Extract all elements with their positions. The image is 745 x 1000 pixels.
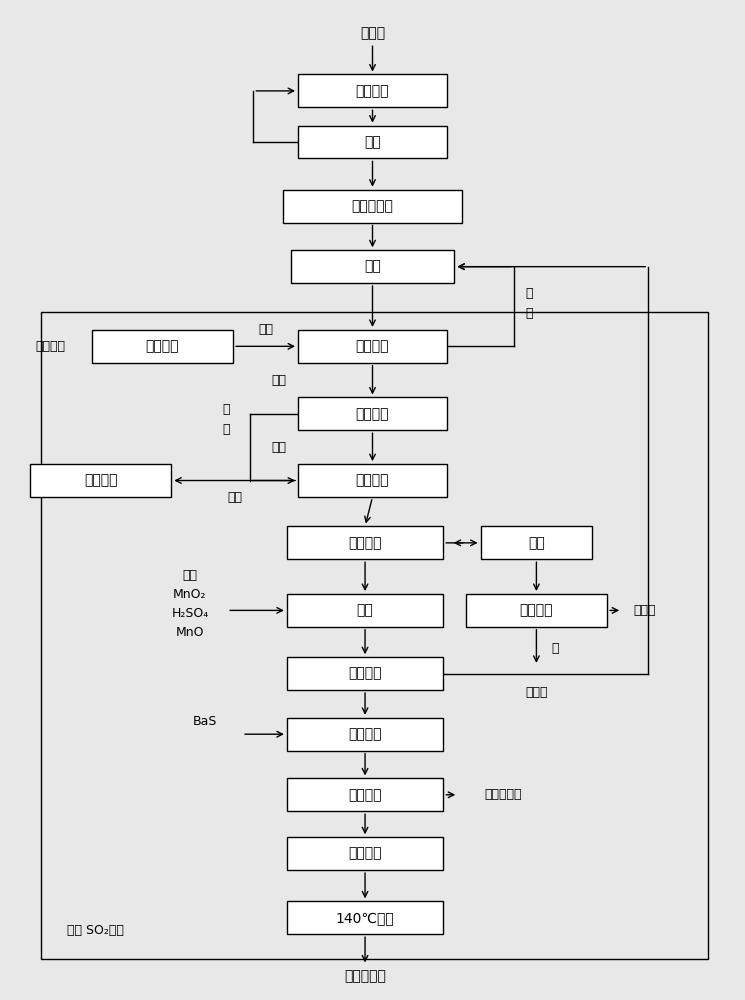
Bar xyxy=(481,526,592,559)
Text: 回收渣: 回收渣 xyxy=(525,686,548,699)
Text: 液: 液 xyxy=(525,307,533,320)
Text: 锅炉烟气: 锅炉烟气 xyxy=(36,340,66,353)
Bar xyxy=(30,464,171,497)
Bar xyxy=(287,526,443,559)
Text: 回收水: 回收水 xyxy=(633,604,656,617)
Bar xyxy=(287,901,443,934)
Text: 三级吸收: 三级吸收 xyxy=(356,474,389,488)
Text: 湿法球磨: 湿法球磨 xyxy=(356,84,389,98)
Text: 浓缩结晶: 浓缩结晶 xyxy=(349,847,381,861)
Text: 烟囱排放: 烟囱排放 xyxy=(84,474,117,488)
Bar xyxy=(291,250,454,283)
Text: 蒸汽: 蒸汽 xyxy=(183,569,197,582)
Bar xyxy=(283,190,462,223)
Text: 分级: 分级 xyxy=(364,135,381,149)
Text: 立式搅拌磨: 立式搅拌磨 xyxy=(352,199,393,213)
Text: BaS: BaS xyxy=(193,715,217,728)
Text: 烟气: 烟气 xyxy=(227,491,242,504)
Bar xyxy=(298,397,447,430)
Text: 固液分离: 固液分离 xyxy=(349,536,381,550)
Bar xyxy=(298,464,447,497)
Text: MnO: MnO xyxy=(176,626,204,639)
Bar xyxy=(287,778,443,811)
Text: 除重金属: 除重金属 xyxy=(349,727,381,741)
Bar xyxy=(298,74,447,107)
Text: 固液分离: 固液分离 xyxy=(349,667,381,681)
Text: 除铁: 除铁 xyxy=(357,603,373,617)
Text: 浆: 浆 xyxy=(525,287,533,300)
Bar xyxy=(298,126,447,158)
Text: 140℃烘干: 140℃烘干 xyxy=(336,911,394,925)
Text: H₂SO₄: H₂SO₄ xyxy=(171,607,209,620)
Text: 硫酸锰固体: 硫酸锰固体 xyxy=(344,970,386,984)
Text: 静电除尘: 静电除尘 xyxy=(146,339,179,353)
Text: 烟气: 烟气 xyxy=(272,374,287,387)
Text: 烟气: 烟气 xyxy=(272,441,287,454)
Bar xyxy=(287,718,443,751)
Bar xyxy=(466,594,607,627)
Text: 回收硫化渣: 回收硫化渣 xyxy=(484,788,522,801)
Text: 渣: 渣 xyxy=(551,642,559,655)
Text: 固液分离: 固液分离 xyxy=(520,603,553,617)
Bar xyxy=(92,330,233,363)
Bar xyxy=(287,837,443,870)
Text: 配料: 配料 xyxy=(364,260,381,274)
Text: MnO₂: MnO₂ xyxy=(174,588,206,601)
Bar xyxy=(287,594,443,627)
Text: 锰矿石: 锰矿石 xyxy=(360,26,385,40)
Text: 回收 SO₂气体: 回收 SO₂气体 xyxy=(67,924,124,937)
Text: 浆: 浆 xyxy=(222,403,229,416)
Text: 烟气: 烟气 xyxy=(258,323,273,336)
Bar xyxy=(298,330,447,363)
Bar xyxy=(287,657,443,690)
Text: 液: 液 xyxy=(222,423,229,436)
Text: 一级吸收: 一级吸收 xyxy=(356,339,389,353)
Text: 固液分离: 固液分离 xyxy=(349,788,381,802)
Text: 二级吸收: 二级吸收 xyxy=(356,407,389,421)
Text: 洗渣: 洗渣 xyxy=(528,536,545,550)
Bar xyxy=(41,312,708,959)
